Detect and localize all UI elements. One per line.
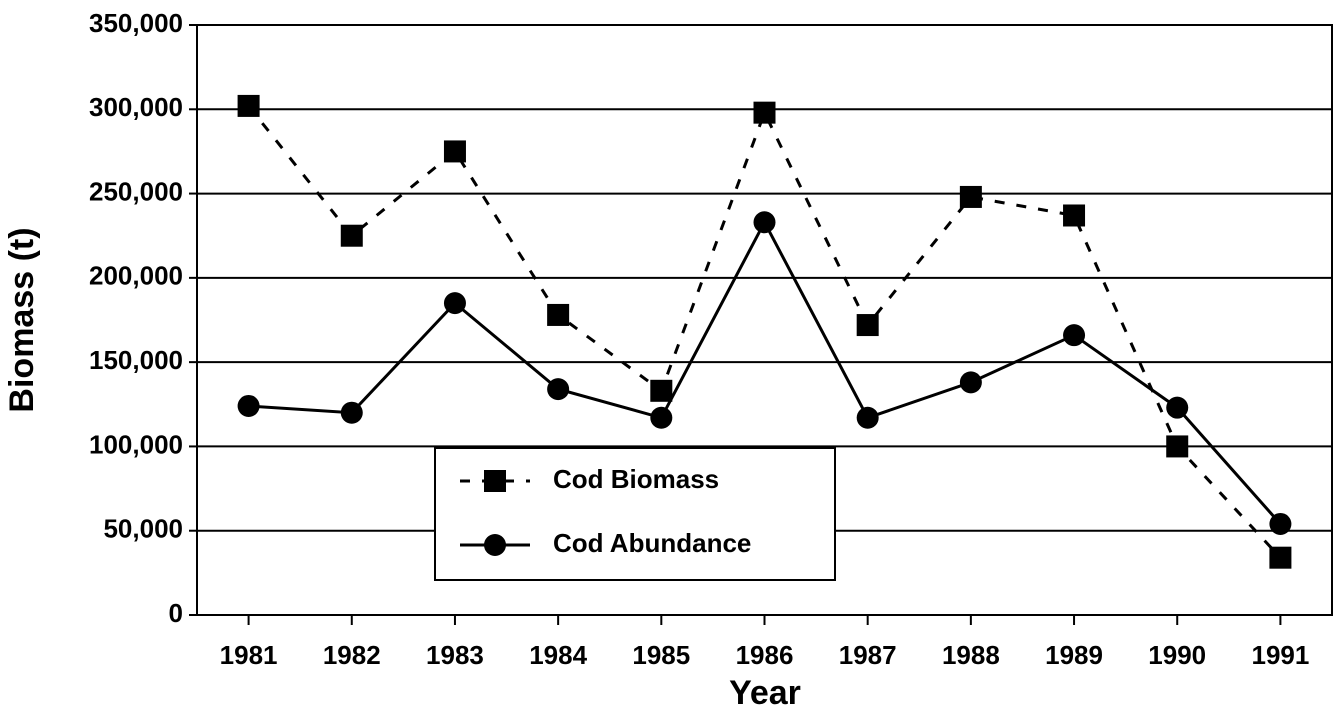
data-point	[443, 292, 466, 315]
y-tick-label: 50,000	[103, 514, 183, 544]
data-point	[959, 185, 982, 208]
legend-label: Cod Abundance	[553, 528, 751, 558]
data-point	[1063, 204, 1086, 227]
y-tick-label: 350,000	[89, 8, 183, 38]
data-point	[753, 101, 776, 124]
data-point	[340, 401, 363, 424]
y-tick-label: 150,000	[89, 345, 183, 375]
x-tick-label: 1985	[632, 640, 690, 670]
data-point	[340, 224, 363, 247]
legend-marker	[484, 470, 506, 492]
legend-marker	[484, 534, 506, 556]
data-point	[1063, 324, 1086, 347]
data-point	[753, 211, 776, 234]
data-point	[1269, 512, 1292, 535]
x-tick-label: 1989	[1045, 640, 1103, 670]
x-tick-label: 1988	[942, 640, 1000, 670]
data-point	[650, 406, 673, 429]
data-point	[237, 94, 260, 117]
data-point	[1166, 435, 1189, 458]
x-tick-label: 1983	[426, 640, 484, 670]
data-point	[443, 140, 466, 163]
y-axis-title: Biomass (t)	[3, 227, 41, 412]
y-tick-label: 200,000	[89, 261, 183, 291]
data-point	[856, 314, 879, 337]
x-tick-label: 1990	[1148, 640, 1206, 670]
x-axis-title: Year	[729, 674, 801, 712]
legend-label: Cod Biomass	[553, 464, 719, 494]
x-tick-label: 1981	[220, 640, 278, 670]
data-point	[650, 379, 673, 402]
data-point	[1166, 396, 1189, 419]
data-point	[856, 406, 879, 429]
x-tick-label: 1986	[736, 640, 794, 670]
x-tick-label: 1987	[839, 640, 897, 670]
data-point	[959, 371, 982, 394]
x-tick-label: 1982	[323, 640, 381, 670]
y-tick-label: 0	[169, 598, 183, 628]
data-point	[237, 394, 260, 417]
data-point	[547, 378, 570, 401]
y-tick-label: 300,000	[89, 92, 183, 122]
y-tick-label: 250,000	[89, 176, 183, 206]
data-point	[547, 303, 570, 326]
data-point	[1269, 546, 1292, 569]
x-tick-label: 1984	[529, 640, 587, 670]
x-tick-label: 1991	[1251, 640, 1309, 670]
y-tick-label: 100,000	[89, 429, 183, 459]
